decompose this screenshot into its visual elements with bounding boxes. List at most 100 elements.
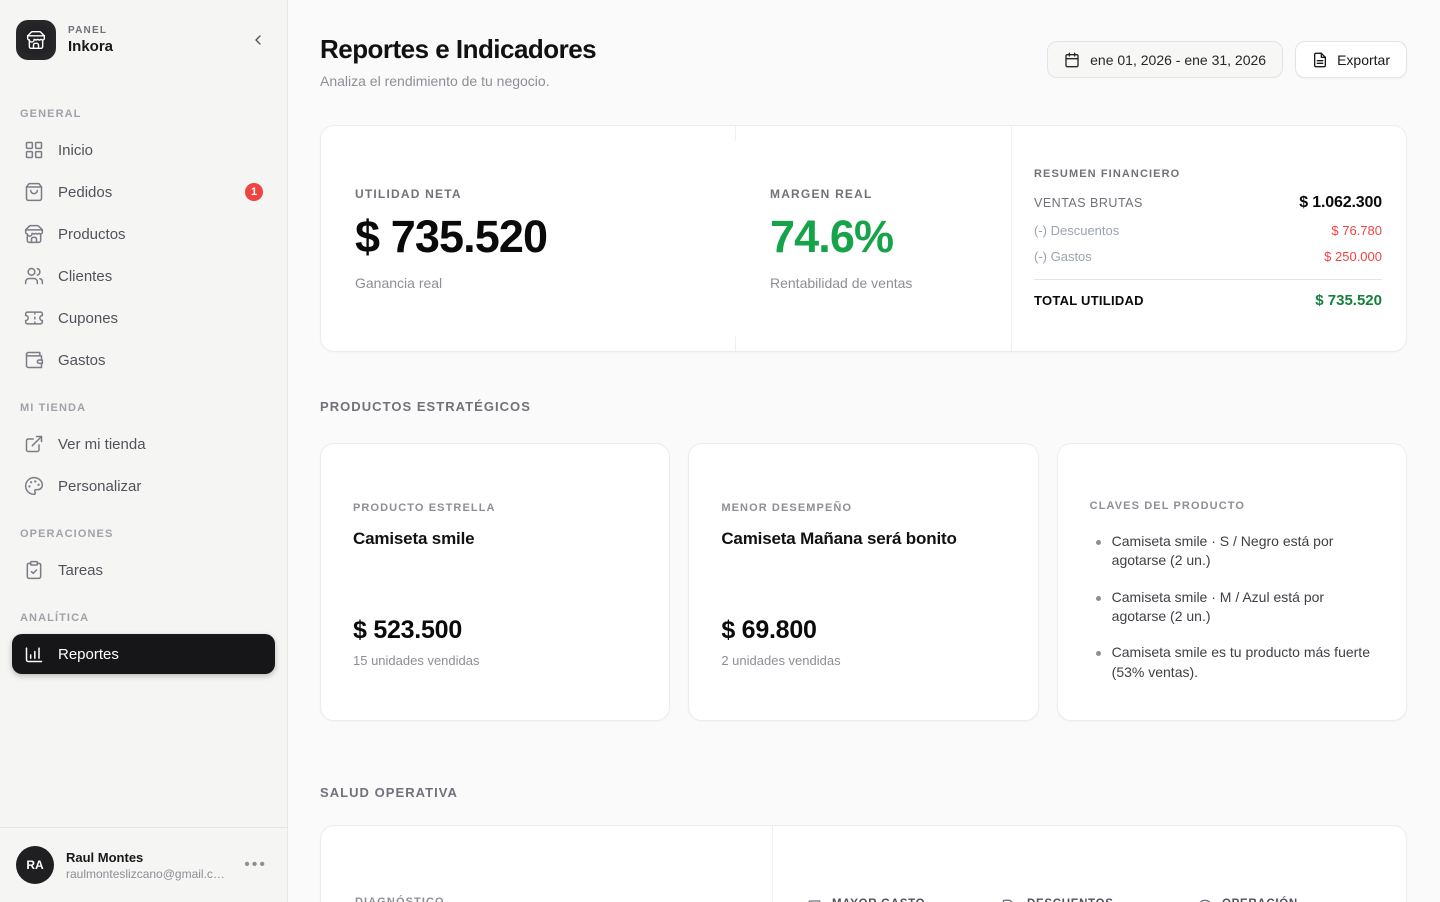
expenses-row: (-) Gastos $ 250.000 [1034, 249, 1382, 264]
star-product-caption: 15 unidades vendidas [353, 653, 480, 668]
expenses-value: $ 250.000 [1324, 249, 1382, 264]
sidebar-item-pedidos[interactable]: Pedidos 1 [12, 172, 275, 212]
sidebar-item-label: Clientes [58, 267, 113, 285]
divider [1034, 279, 1382, 280]
page-header-text: Reportes e Indicadores Analiza el rendim… [320, 34, 597, 89]
user-name: Raul Montes [66, 849, 144, 865]
page-subtitle: Analiza el rendimiento de tu negocio. [320, 73, 550, 89]
brand-header: PANEL Inkora [0, 0, 287, 74]
gross-sales-row: VENTAS BRUTAS $ 1.062.300 [1034, 194, 1382, 212]
star-product-card: PRODUCTO ESTRELLA Camiseta smile $ 523.5… [320, 443, 671, 721]
financial-summary-card: UTILIDAD NETA $ 735.520 Ganancia real MA… [320, 125, 1407, 352]
nav-section-analitica: ANALÍTICA [20, 612, 90, 624]
sidebar-item-tareas[interactable]: Tareas [12, 550, 275, 590]
net-profit-kpi: UTILIDAD NETA $ 735.520 Ganancia real [321, 126, 735, 351]
sidebar-item-label: Ver mi tienda [58, 435, 146, 453]
nav-section-general: GENERAL [20, 108, 82, 120]
sidebar-item-ver-mi-tienda[interactable]: Ver mi tienda [12, 424, 275, 464]
shopping-bag-icon [24, 182, 44, 202]
worst-product-label: MENOR DESEMPEÑO [721, 502, 853, 514]
wallet-icon [807, 899, 823, 902]
margin-value: 74.6% [770, 210, 894, 262]
operation-column-label: OPERACIÓN [1222, 898, 1298, 902]
sidebar-nav: GENERAL Inicio Pedidos 1 Productos [0, 74, 287, 827]
worst-product-card: MENOR DESEMPEÑO Camiseta Mañana será bon… [688, 443, 1039, 721]
brand-name: Inkora [68, 38, 114, 55]
user-meta: Raul Montes raulmonteslizcano@gmail.com [66, 850, 228, 881]
star-product-value: $ 523.500 [353, 616, 462, 644]
date-range-picker[interactable]: ene 01, 2026 - ene 31, 2026 [1047, 41, 1284, 78]
pedidos-count-badge: 1 [245, 183, 263, 201]
diagnosis-label: DIAGNÓSTICO [355, 896, 445, 902]
top-expense-column: MAYOR GASTO [807, 898, 992, 902]
insight-item: Camiseta smile es tu producto más fuerte… [1090, 643, 1374, 682]
calendar-icon [1064, 52, 1080, 68]
gross-sales-name: VENTAS BRUTAS [1034, 196, 1143, 210]
store-icon [24, 224, 44, 244]
user-email: raulmonteslizcano@gmail.com [66, 866, 229, 881]
margin-kpi: MARGEN REAL 74.6% Rentabilidad de ventas [735, 126, 1011, 351]
user-account-row[interactable]: RA Raul Montes raulmonteslizcano@gmail.c… [0, 827, 287, 902]
sidebar-item-productos[interactable]: Productos [12, 214, 275, 254]
worst-product-value: $ 69.800 [721, 616, 817, 644]
date-range-value: ene 01, 2026 - ene 31, 2026 [1090, 51, 1267, 68]
product-insights-label: CLAVES DEL PRODUCTO [1089, 500, 1246, 512]
user-menu-button[interactable]: ••• [240, 852, 271, 878]
wallet-icon [24, 350, 44, 370]
product-insights-card: CLAVES DEL PRODUCTO Camiseta smile · S /… [1056, 443, 1407, 721]
star-product-name: Camiseta smile [353, 529, 475, 548]
top-expense-label: MAYOR GASTO [832, 898, 925, 902]
total-profit-name: TOTAL UTILIDAD [1034, 293, 1144, 308]
sidebar-item-label: Productos [58, 225, 126, 243]
margin-label: MARGEN REAL [770, 186, 873, 201]
header-actions: ene 01, 2026 - ene 31, 2026 Exportar [1047, 41, 1407, 78]
bar-chart-icon [24, 644, 44, 664]
circle-check-icon [1197, 899, 1213, 902]
chevron-left-icon [250, 32, 266, 48]
diagnosis-panel: DIAGNÓSTICO Salud financiera robusta [321, 826, 773, 902]
sidebar-item-label: Cupones [58, 309, 119, 327]
sidebar-item-label: Inicio [58, 141, 94, 159]
sidebar-item-cupones[interactable]: Cupones [12, 298, 275, 338]
sidebar-item-inicio[interactable]: Inicio [12, 130, 275, 170]
net-profit-value: $ 735.520 [355, 210, 548, 262]
ticket-icon [24, 308, 44, 328]
total-profit-value: $ 735.520 [1315, 292, 1382, 309]
file-text-icon [1312, 52, 1328, 68]
nav-section-operaciones: OPERACIONES [20, 528, 114, 540]
discounts-column: DESCUENTOS [1002, 898, 1187, 902]
page-header: Reportes e Indicadores Analiza el rendim… [320, 34, 1407, 89]
financial-breakdown-label: RESUMEN FINANCIERO [1034, 168, 1181, 180]
operative-health-section-title: SALUD OPERATIVA [320, 785, 458, 800]
main-content: Reportes e Indicadores Analiza el rendim… [288, 0, 1440, 902]
discounts-column-label: DESCUENTOS [1027, 898, 1114, 902]
insight-item: Camiseta smile · M / Azul está por agota… [1090, 588, 1374, 627]
sidebar-item-label: Personalizar [58, 477, 142, 495]
financial-breakdown: RESUMEN FINANCIERO VENTAS BRUTAS $ 1.062… [1011, 126, 1406, 351]
margin-caption: Rentabilidad de ventas [770, 274, 913, 291]
sidebar-item-reportes[interactable]: Reportes [12, 634, 275, 674]
export-button[interactable]: Exportar [1295, 41, 1407, 78]
storefront-logo-icon [16, 20, 56, 60]
spacer [721, 549, 1005, 616]
sidebar-collapse-button[interactable] [245, 27, 271, 53]
strategic-products-cards: PRODUCTO ESTRELLA Camiseta smile $ 523.5… [320, 443, 1407, 721]
health-metric-columns: MAYOR GASTO DESCUENTOS OPERACIÓN [773, 826, 1406, 902]
worst-product-caption: 2 unidades vendidas [721, 653, 841, 668]
export-button-label: Exportar [1337, 51, 1390, 68]
sidebar-item-gastos[interactable]: Gastos [12, 340, 275, 380]
net-profit-label: UTILIDAD NETA [355, 186, 462, 201]
avatar: RA [16, 846, 54, 884]
grid-icon [24, 140, 44, 160]
star-product-label: PRODUCTO ESTRELLA [353, 502, 496, 514]
sidebar-item-label: Reportes [58, 645, 119, 663]
brand-panel-label: PANEL [68, 25, 108, 36]
sidebar-item-clientes[interactable]: Clientes [12, 256, 275, 296]
nav-section-mi-tienda: MI TIENDA [20, 402, 87, 414]
discounts-row: (-) Descuentos $ 76.780 [1034, 223, 1382, 238]
users-icon [24, 266, 44, 286]
clipboard-check-icon [24, 560, 44, 580]
sidebar-item-personalizar[interactable]: Personalizar [12, 466, 275, 506]
strategic-products-section-title: PRODUCTOS ESTRATÉGICOS [320, 399, 531, 414]
